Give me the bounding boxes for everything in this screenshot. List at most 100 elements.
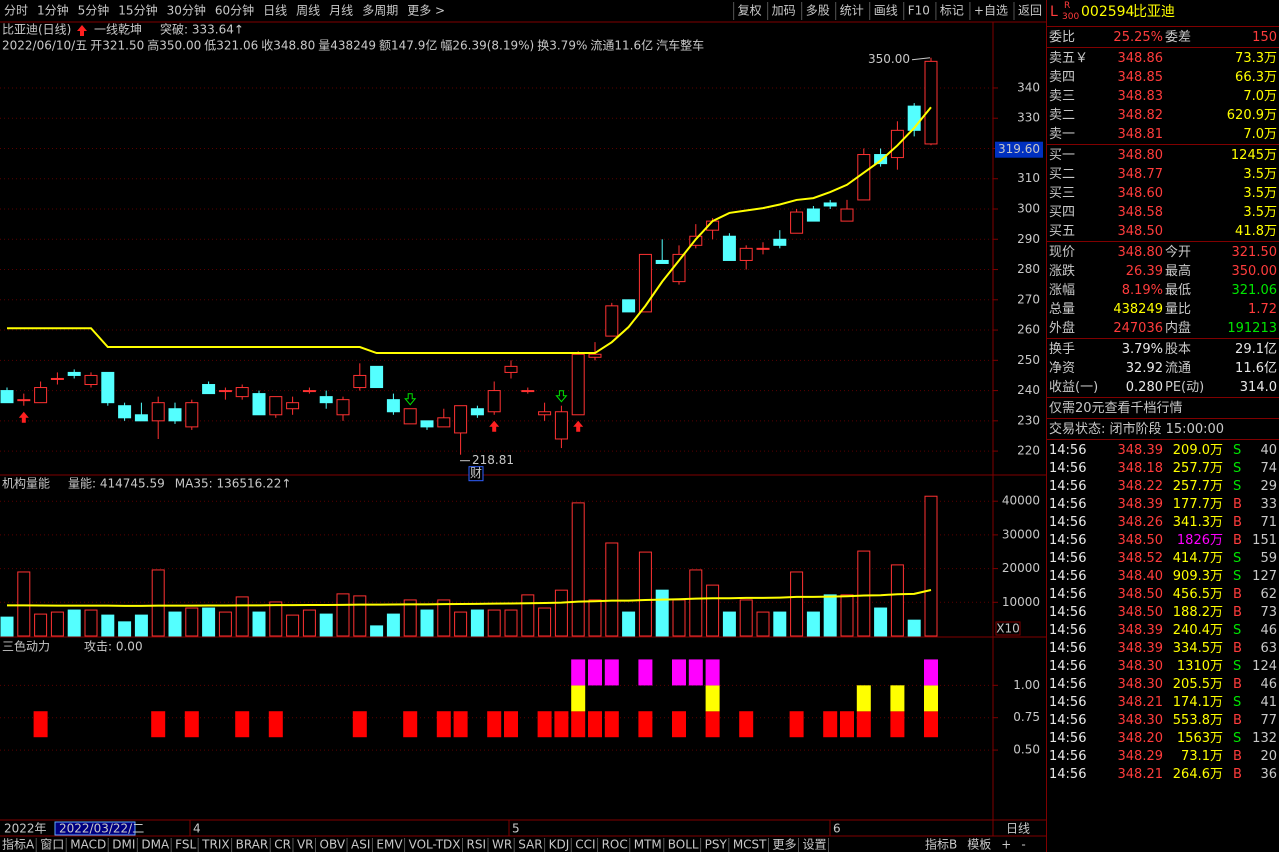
indicator-tab[interactable]: CR	[274, 838, 291, 852]
trade-time: 14:56	[1049, 623, 1087, 638]
power-block	[268, 711, 283, 738]
indicator-tab[interactable]: ROC	[602, 838, 628, 852]
date-label: 2022年	[4, 822, 47, 836]
candle-body	[874, 154, 888, 165]
stat-value: 348.80	[1117, 245, 1164, 260]
indicator-tab[interactable]: 指标B	[925, 837, 957, 852]
trade-side: S	[1233, 443, 1242, 458]
period-tab[interactable]: 更多 >	[407, 4, 445, 18]
volume-bar	[202, 607, 216, 637]
indicator-tab[interactable]: +	[1001, 838, 1011, 852]
candle-body	[823, 202, 837, 207]
trade-price: 348.30	[1117, 677, 1164, 692]
stat-value: 29.1亿	[1235, 342, 1277, 357]
bid-price: 348.80	[1117, 148, 1164, 163]
stat-label: 外盘	[1049, 321, 1076, 336]
bid-volume: 3.5万	[1243, 205, 1277, 220]
period-tab[interactable]: 15分钟	[118, 3, 157, 18]
period-tab[interactable]: 多周期	[362, 4, 398, 18]
volume-bar	[504, 609, 518, 637]
bid-label: 买四	[1049, 205, 1076, 220]
indicator-tab[interactable]: DMA	[141, 838, 170, 852]
indicator-tab[interactable]: SAR	[518, 838, 542, 852]
period-label[interactable]: 日线	[1006, 822, 1030, 836]
indicator-tab[interactable]: DMI	[112, 838, 135, 852]
tool-button[interactable]: 标记	[940, 4, 964, 18]
indicator-tab[interactable]: MCST	[733, 838, 767, 852]
stat-value: 350.00	[1231, 264, 1278, 279]
candle-body	[806, 208, 820, 222]
ask-price: 348.86	[1117, 51, 1164, 66]
indicator-tab[interactable]: 窗口	[40, 838, 64, 852]
indicator-tab[interactable]: CCI	[575, 838, 595, 852]
indicator-tab[interactable]: 更多	[773, 838, 797, 852]
indicator-tab[interactable]: VR	[297, 838, 314, 852]
period-tab[interactable]: 60分钟	[215, 3, 254, 18]
period-tab[interactable]: 分时	[4, 4, 28, 18]
candle-body	[638, 253, 652, 313]
indicator-tab[interactable]: BRAR	[236, 838, 269, 852]
candle-body	[235, 387, 249, 398]
indicator-tab[interactable]: -	[1021, 838, 1025, 852]
chart-title: 比亚迪(日线)	[2, 23, 71, 37]
indicator-tab[interactable]: KDJ	[549, 838, 570, 852]
indicator-tab[interactable]: TRIX	[201, 838, 229, 852]
tool-button[interactable]: 画线	[874, 4, 898, 18]
indicator-tab[interactable]: FSL	[175, 838, 196, 852]
tool-button[interactable]: 复权	[738, 4, 762, 18]
period-tab[interactable]: 周线	[296, 4, 320, 18]
volume-bar	[857, 550, 871, 637]
power-block	[705, 659, 720, 686]
tool-button[interactable]: 返回	[1018, 4, 1042, 18]
market-tag: 300	[1062, 12, 1080, 22]
power-block	[705, 711, 720, 738]
tool-button[interactable]: 统计	[840, 4, 864, 18]
candle-body	[890, 129, 904, 159]
ask-price: 348.85	[1117, 70, 1164, 85]
period-tab[interactable]: 30分钟	[167, 3, 206, 18]
power-block	[352, 711, 367, 738]
ask-price: 348.83	[1117, 89, 1164, 104]
volume-bar	[0, 616, 14, 637]
tool-button[interactable]: 多股	[806, 4, 830, 18]
indicator-tab[interactable]: EMV	[376, 838, 403, 852]
tool-button[interactable]: +自选	[974, 4, 1008, 18]
indicator-tab[interactable]: PSY	[705, 838, 728, 852]
volume-bar	[168, 611, 182, 637]
indicator-tab[interactable]: WR	[492, 838, 512, 852]
y-tick-label: 20000	[1002, 561, 1040, 575]
tool-button[interactable]: 加码	[772, 4, 796, 18]
stat-label: 内盘	[1165, 321, 1192, 336]
tool-button[interactable]: F10	[908, 4, 930, 18]
power-block	[604, 659, 619, 686]
indicator-tab[interactable]: BOLL	[668, 838, 699, 852]
indicator-tab[interactable]: 指标A	[2, 837, 35, 852]
indicator-tab[interactable]: VOL-TDX	[409, 838, 461, 852]
power-block	[890, 711, 905, 738]
indicator-tab[interactable]: OBV	[320, 838, 346, 852]
period-tab[interactable]: 月线	[329, 4, 353, 18]
panel-label: MA35: 136516.22↑	[175, 477, 292, 491]
trade-time: 14:56	[1049, 479, 1087, 494]
promo-link[interactable]: 仅需20元查看千档行情	[1049, 401, 1183, 416]
indicator-tab[interactable]: RSI	[467, 838, 487, 852]
power-block	[789, 711, 804, 738]
period-tab[interactable]: 日线	[263, 4, 287, 18]
volume-bar	[319, 613, 333, 637]
period-tab[interactable]: 5分钟	[78, 3, 110, 18]
indicator-tab[interactable]: 设置	[803, 838, 827, 852]
period-tab[interactable]: 1分钟	[37, 3, 69, 18]
volume-bar	[151, 569, 165, 637]
indicator-tab[interactable]: 模板	[967, 838, 991, 852]
volume-bar	[118, 621, 132, 637]
volume-bar	[890, 564, 904, 637]
indicator-tab[interactable]: MACD	[70, 838, 106, 852]
y-tick-label: 40000	[1002, 494, 1040, 508]
trade-price: 348.18	[1117, 461, 1164, 476]
trade-volume: 909.3万	[1172, 569, 1223, 584]
indicator-tab[interactable]: ASI	[351, 838, 370, 852]
power-block	[672, 711, 686, 738]
trade-side: S	[1233, 659, 1242, 674]
indicator-tab[interactable]: MTM	[634, 838, 662, 852]
candle-body	[302, 390, 316, 393]
